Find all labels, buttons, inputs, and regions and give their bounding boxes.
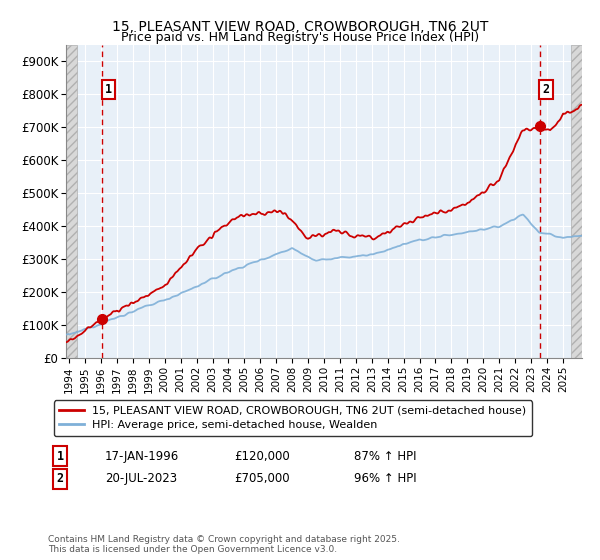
Text: 1: 1: [104, 83, 112, 96]
Bar: [571, 45, 582, 358]
Text: 2: 2: [542, 83, 550, 96]
Bar: [66, 45, 77, 358]
Text: 87% ↑ HPI: 87% ↑ HPI: [354, 450, 416, 463]
Legend: 15, PLEASANT VIEW ROAD, CROWBOROUGH, TN6 2UT (semi-detached house), HPI: Average: 15, PLEASANT VIEW ROAD, CROWBOROUGH, TN6…: [53, 400, 532, 436]
Text: 2: 2: [56, 472, 64, 486]
Text: 17-JAN-1996: 17-JAN-1996: [105, 450, 179, 463]
Text: 96% ↑ HPI: 96% ↑ HPI: [354, 472, 416, 486]
Text: 15, PLEASANT VIEW ROAD, CROWBOROUGH, TN6 2UT: 15, PLEASANT VIEW ROAD, CROWBOROUGH, TN6…: [112, 20, 488, 34]
Text: £705,000: £705,000: [234, 472, 290, 486]
Text: Price paid vs. HM Land Registry's House Price Index (HPI): Price paid vs. HM Land Registry's House …: [121, 31, 479, 44]
Text: 20-JUL-2023: 20-JUL-2023: [105, 472, 177, 486]
Text: 1: 1: [56, 450, 64, 463]
Text: £120,000: £120,000: [234, 450, 290, 463]
Text: Contains HM Land Registry data © Crown copyright and database right 2025.
This d: Contains HM Land Registry data © Crown c…: [48, 535, 400, 554]
